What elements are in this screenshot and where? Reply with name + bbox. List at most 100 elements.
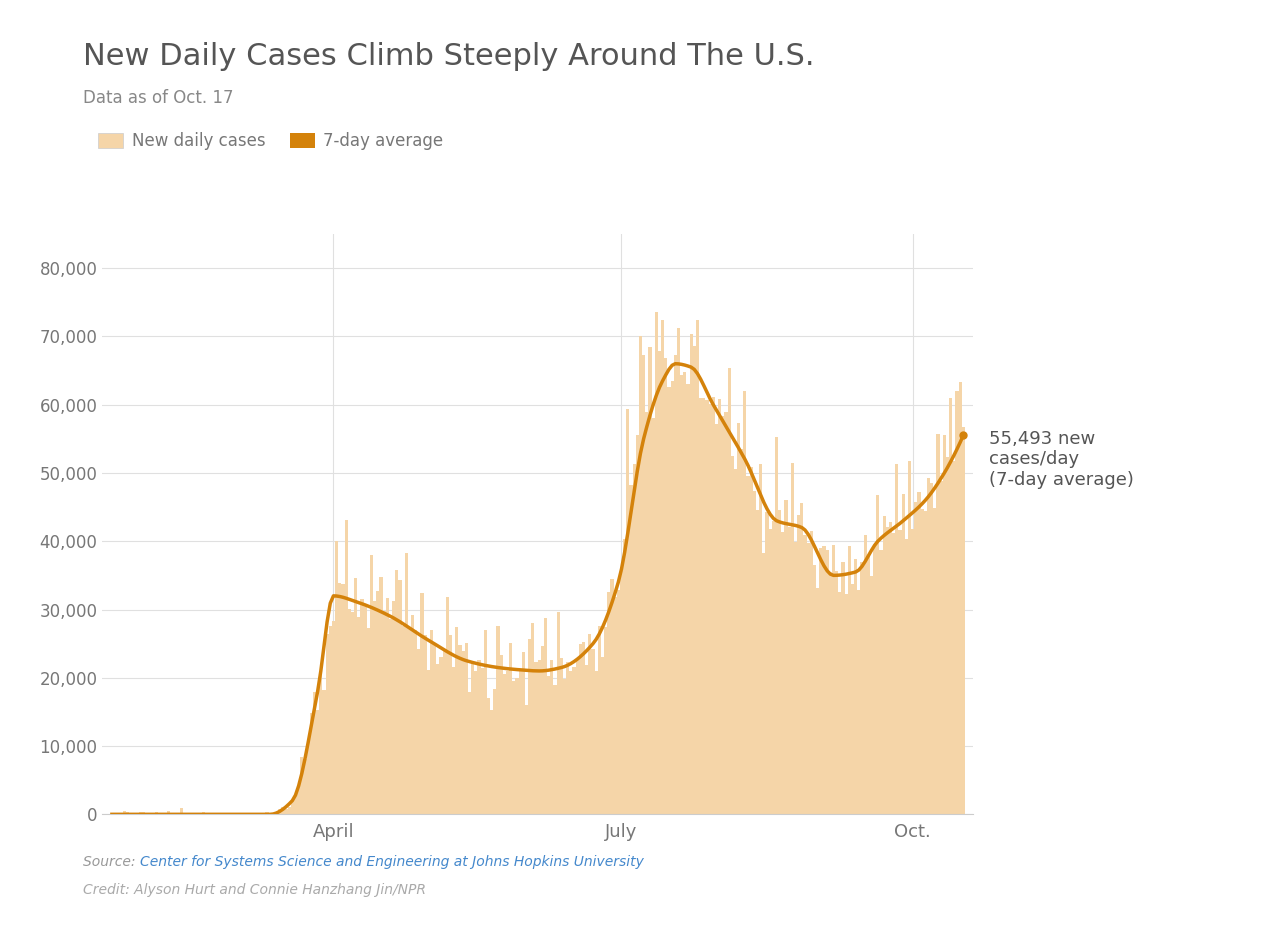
Bar	[456, 627, 458, 814]
Bar	[617, 591, 620, 814]
Bar	[643, 355, 645, 814]
Bar	[607, 592, 611, 814]
Bar	[221, 813, 224, 814]
Bar	[611, 579, 613, 814]
Bar	[490, 709, 493, 814]
Text: Data as of Oct. 17: Data as of Oct. 17	[83, 89, 234, 107]
Bar	[952, 461, 955, 814]
Bar	[933, 508, 937, 814]
Bar	[750, 467, 753, 814]
Bar	[901, 494, 905, 814]
Bar	[364, 604, 366, 814]
Text: New Daily Cases Climb Steeply Around The U.S.: New Daily Cases Climb Steeply Around The…	[83, 42, 814, 71]
Bar	[430, 630, 433, 814]
Bar	[765, 512, 769, 814]
Bar	[639, 336, 643, 814]
Bar	[376, 591, 379, 814]
Bar	[600, 657, 604, 814]
Bar	[660, 320, 664, 814]
Bar	[475, 671, 477, 814]
Bar	[810, 531, 813, 814]
Bar	[860, 562, 864, 814]
Bar	[572, 666, 576, 814]
Bar	[654, 312, 658, 814]
Bar	[931, 484, 933, 814]
Bar	[202, 812, 205, 814]
Bar	[449, 635, 452, 814]
Bar	[392, 601, 396, 814]
Bar	[557, 611, 559, 814]
Bar	[658, 351, 660, 814]
Text: Source:: Source:	[83, 855, 140, 869]
Bar	[746, 476, 750, 814]
Bar	[828, 573, 832, 814]
Bar	[142, 812, 145, 814]
Bar	[712, 397, 714, 814]
Bar	[493, 690, 497, 814]
Bar	[306, 741, 310, 814]
Bar	[873, 546, 877, 814]
Bar	[591, 650, 595, 814]
Bar	[294, 794, 297, 814]
Bar	[462, 651, 465, 814]
Bar	[961, 427, 965, 814]
Bar	[332, 622, 335, 814]
Bar	[908, 461, 911, 814]
Bar	[671, 381, 673, 814]
Bar	[759, 464, 763, 814]
Bar	[604, 627, 607, 814]
Bar	[338, 583, 342, 814]
Bar	[503, 674, 506, 814]
Bar	[690, 333, 692, 814]
Bar	[959, 382, 961, 814]
Bar	[937, 434, 940, 814]
Bar	[335, 541, 338, 814]
Bar	[819, 548, 823, 814]
Bar	[357, 617, 361, 814]
Bar	[123, 811, 127, 814]
Bar	[383, 610, 385, 814]
Bar	[867, 555, 870, 814]
Bar	[465, 643, 468, 814]
Bar	[864, 534, 867, 814]
Bar	[372, 601, 376, 814]
Bar	[484, 631, 486, 814]
Bar	[329, 626, 332, 814]
Bar	[168, 812, 170, 814]
Bar	[325, 635, 329, 814]
Bar	[684, 373, 686, 814]
Bar	[366, 628, 370, 814]
Bar	[316, 709, 319, 814]
Bar	[733, 470, 737, 814]
Bar	[303, 759, 306, 814]
Bar	[361, 599, 364, 814]
Bar	[512, 680, 516, 814]
Bar	[426, 670, 430, 814]
Bar	[525, 705, 529, 814]
Bar	[509, 643, 512, 814]
Bar	[673, 356, 677, 814]
Bar	[794, 542, 797, 814]
Bar	[649, 347, 652, 814]
Bar	[753, 491, 756, 814]
Bar	[275, 813, 278, 814]
Bar	[718, 400, 721, 814]
Bar	[946, 458, 948, 814]
Bar	[623, 539, 626, 814]
Bar	[278, 810, 282, 814]
Bar	[806, 543, 810, 814]
Bar	[705, 400, 709, 814]
Bar	[559, 658, 563, 814]
Bar	[920, 508, 924, 814]
Legend: New daily cases, 7-day average: New daily cases, 7-day average	[92, 125, 451, 156]
Bar	[576, 660, 579, 814]
Bar	[529, 639, 531, 814]
Bar	[415, 630, 417, 814]
Bar	[892, 533, 895, 814]
Bar	[265, 812, 269, 814]
Bar	[826, 549, 828, 814]
Bar	[398, 580, 402, 814]
Bar	[550, 660, 553, 814]
Bar	[553, 685, 557, 814]
Bar	[531, 622, 535, 814]
